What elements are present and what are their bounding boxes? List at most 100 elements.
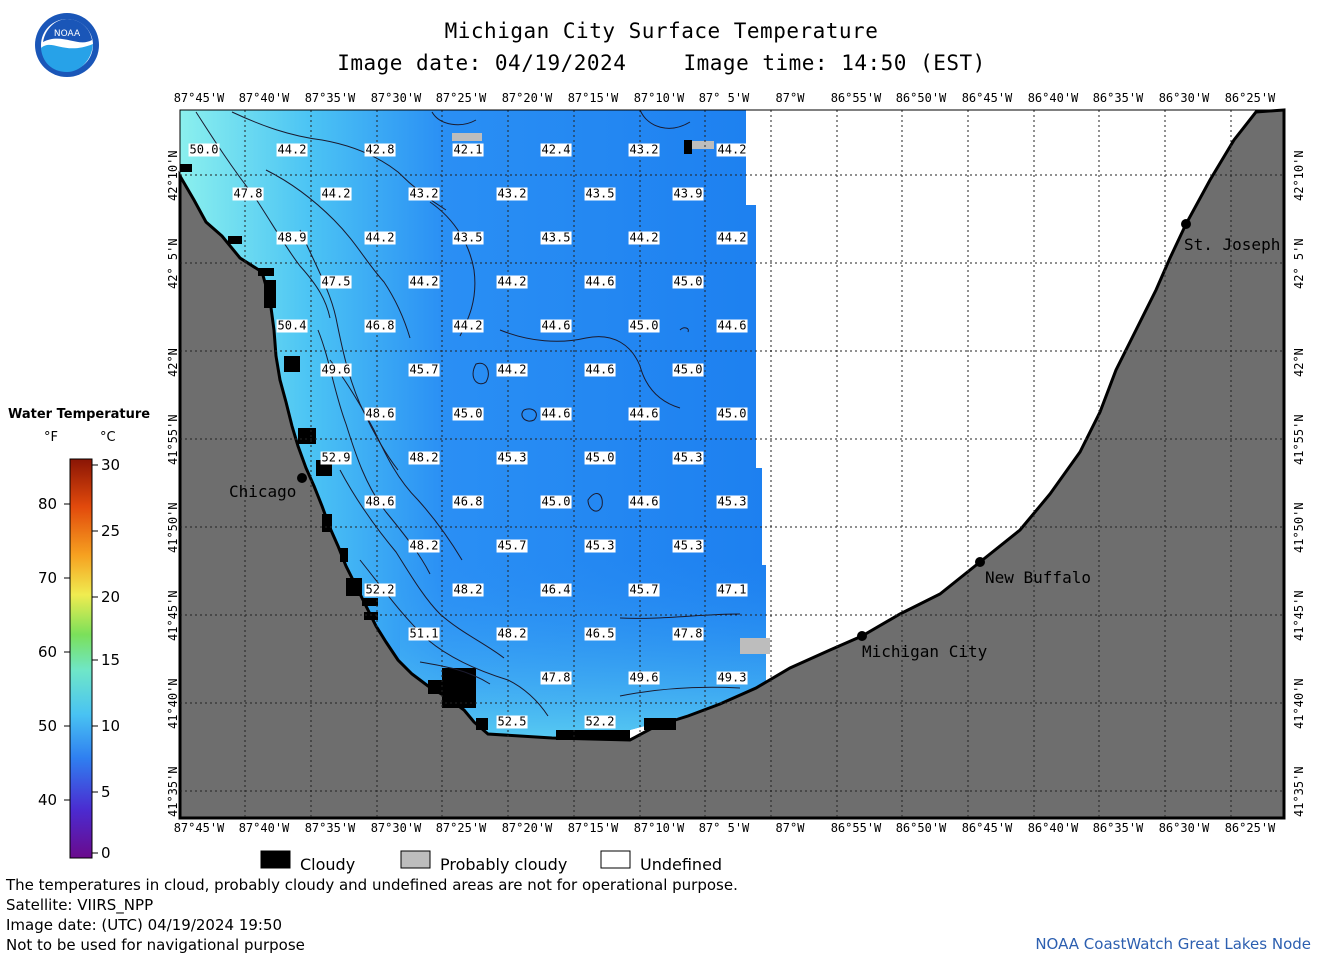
cloudy-key-swatch [260,850,291,869]
celsius-scale-label: 20 [101,588,121,606]
temperature-value-label: 44.6 [716,318,748,333]
longitude-tick-top: 87°25'W [435,91,487,105]
st-joseph-marker [1181,219,1191,229]
temperature-value-label: 44.2 [716,230,748,245]
longitude-tick-bottom: 87° 5'W [698,821,750,835]
temperature-value-label: 45.3 [672,538,704,553]
temperature-value-label: 45.0 [540,494,572,509]
fahrenheit-scale-label: 60 [38,643,58,661]
key-label-cloudy: Cloudy [300,855,356,874]
temperature-value-label: 48.6 [364,406,396,421]
longitude-tick-bottom: 86°25'W [1224,821,1276,835]
temperature-value-label: 44.6 [540,318,572,333]
temperature-value-label: 45.0 [584,450,616,465]
temperature-value-label: 50.0 [188,142,220,157]
logo-text: NOAA [54,29,81,39]
temperature-value-label: 44.2 [320,186,352,201]
legend-unit-celsius: °C [100,430,116,445]
legend-unit-fahrenheit: °F [44,430,58,445]
temperature-value-label: 43.2 [496,186,528,201]
latitude-tick-left: 42°N [166,348,180,377]
map-border [179,109,1285,819]
footer-satellite: Satellite: VIIRS_NPP [6,896,154,914]
latitude-tick-left: 41°45'N [166,590,180,641]
temperature-value-label: 44.2 [496,274,528,289]
temperature-value-label: 49.3 [716,670,748,685]
longitude-tick-top: 86°40'W [1027,91,1079,105]
longitude-tick-bottom: 87°30'W [370,821,422,835]
longitude-tick-top: 87°W [775,91,805,105]
temperature-value-label: 45.0 [628,318,660,333]
new-buffalo-marker [975,557,985,567]
temperature-value-label: 44.2 [496,362,528,377]
longitude-tick-top: 87°15'W [567,91,619,105]
temperature-value-label: 43.9 [672,186,704,201]
city-label-new-buffalo: New Buffalo [985,568,1091,587]
longitude-tick-bottom: 87°45'W [173,821,225,835]
temperature-value-label: 44.6 [584,274,616,289]
latitude-tick-right: 41°40'N [1292,678,1306,729]
temperature-value-label: 48.2 [408,450,440,465]
latitude-tick-right: 41°50'N [1292,502,1306,553]
longitude-tick-top: 86°35'W [1092,91,1144,105]
graticule [180,110,1284,818]
fahrenheit-scale-label: 40 [38,791,58,809]
temperature-value-label: 43.5 [584,186,616,201]
longitude-tick-top: 86°30'W [1158,91,1210,105]
temperature-value-label: 44.6 [628,406,660,421]
temperature-value-label: 48.2 [408,538,440,553]
celsius-scale-label: 0 [101,844,111,862]
temperature-value-label: 45.3 [584,538,616,553]
latitude-tick-right: 42° 5'N [1292,238,1306,289]
temperature-value-label: 47.1 [716,582,748,597]
fahrenheit-scale-label: 50 [38,717,58,735]
longitude-tick-top: 86°25'W [1224,91,1276,105]
temperature-value-label: 45.0 [672,274,704,289]
temperature-value-label: 43.5 [452,230,484,245]
temperature-value-label: 48.2 [452,582,484,597]
latitude-tick-right: 41°55'N [1292,414,1306,465]
temperature-value-label: 45.3 [672,450,704,465]
latitude-tick-right: 42°10'N [1292,150,1306,201]
latitude-tick-right: 42°N [1292,348,1306,377]
longitude-tick-top: 87°35'W [304,91,356,105]
temperature-value-label: 44.6 [628,494,660,509]
longitude-tick-bottom: 87°20'W [501,821,553,835]
temperature-value-label: 44.2 [628,230,660,245]
key-label-probably-cloudy: Probably cloudy [440,855,568,874]
latitude-tick-right: 41°45'N [1292,590,1306,641]
temperature-value-label: 52.5 [496,714,528,729]
legend-title: Water Temperature [8,407,151,422]
temperature-value-label: 44.2 [364,230,396,245]
temperature-value-label: 47.8 [672,626,704,641]
fahrenheit-scale-label: 70 [38,569,58,587]
latitude-tick-left: 41°35'N [166,766,180,817]
temperature-value-label: 52.2 [584,714,616,729]
temperature-value-label: 48.6 [364,494,396,509]
city-label-st-joseph: St. Joseph [1184,235,1281,254]
nearshore-warm-water [400,560,766,738]
temperature-value-label: 47.8 [232,186,264,201]
temperature-value-label: 45.0 [452,406,484,421]
probably-cloudy-patches [452,133,770,654]
temperature-value-label: 45.0 [716,406,748,421]
temperature-value-label: 50.4 [276,318,308,333]
longitude-tick-bottom: 86°30'W [1158,821,1210,835]
temperature-value-label: 47.5 [320,274,352,289]
temperature-value-label: 47.8 [540,670,572,685]
city-label-chicago: Chicago [229,482,297,501]
celsius-scale-label: 5 [101,783,111,801]
undefined-key-swatch [600,850,631,869]
temperature-value-label: 46.5 [584,626,616,641]
temperature-value-label: 52.2 [364,582,396,597]
footer-navigation-note: Not to be used for navigational purpose [6,936,305,954]
temperature-value-label: 46.4 [540,582,572,597]
longitude-tick-bottom: 86°50'W [895,821,947,835]
temperature-value-label: 49.6 [628,670,660,685]
longitude-tick-top: 87°30'W [370,91,422,105]
longitude-tick-bottom: 86°35'W [1092,821,1144,835]
key-label-undefined: Undefined [640,855,723,874]
longitude-tick-bottom: 87°W [775,821,805,835]
temperature-value-label: 44.2 [408,274,440,289]
temperature-value-label: 48.2 [496,626,528,641]
